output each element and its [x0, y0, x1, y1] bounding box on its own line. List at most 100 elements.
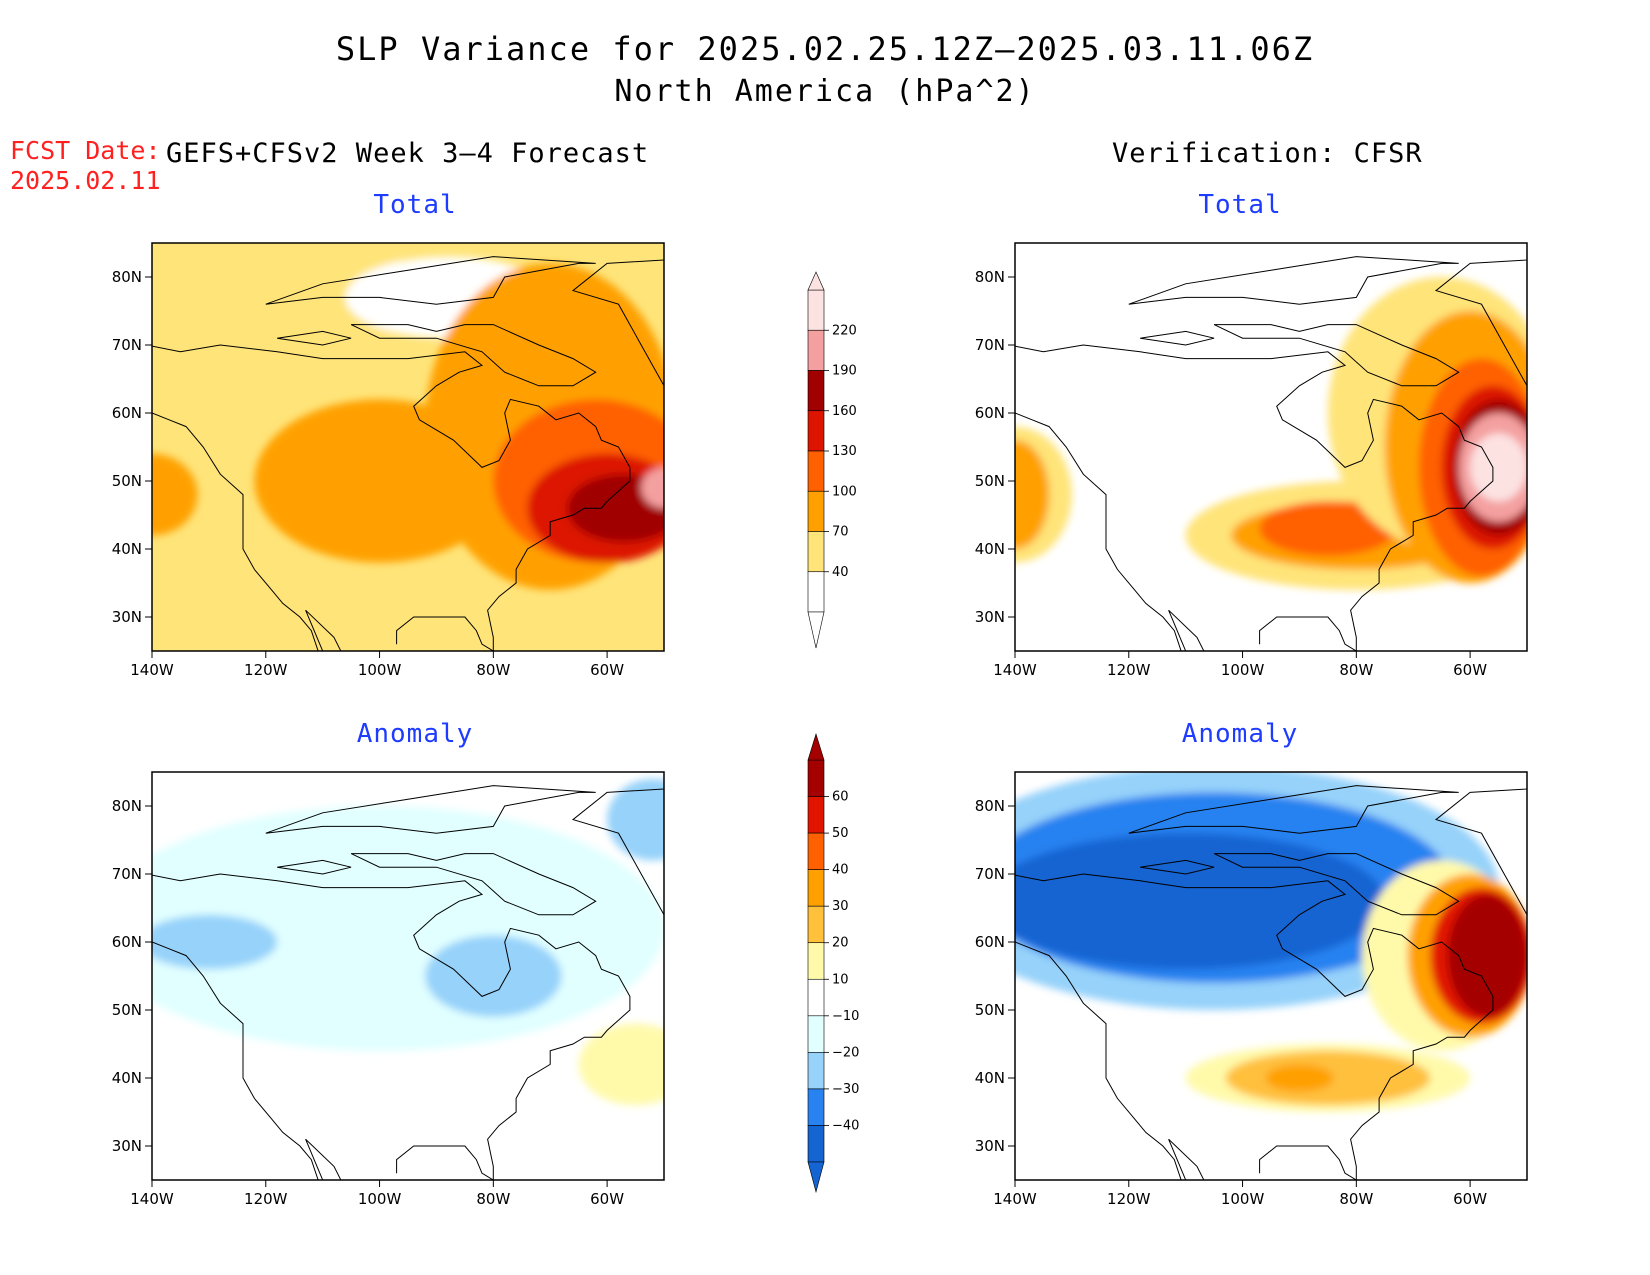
verification-anomaly-xtick-label-1: 120W — [1107, 1190, 1151, 1208]
colorbar-anomaly-swatch-5 — [807, 942, 825, 980]
forecast-anomaly-island-0 — [350, 853, 597, 916]
colorbar-anomaly-label-2: 40 — [832, 863, 849, 878]
colorbar-total-swatch-4 — [807, 450, 825, 492]
verification-total-contour-1 — [1015, 440, 1050, 549]
verification-total-ytick-label-3: 50N — [975, 472, 1005, 490]
forecast-anomaly-ytick-label-5: 30N — [112, 1137, 142, 1155]
verification-anomaly-ytick-label-1: 70N — [975, 865, 1005, 883]
colorbar-anomaly-swatch-10 — [807, 1125, 825, 1163]
forecast-total-frame — [151, 242, 665, 652]
forecast-total-contour-3 — [152, 453, 198, 536]
verification-total-xtick-label-1: 120W — [1107, 661, 1151, 679]
chart-title: SLP Variance for 2025.02.25.12Z–2025.03.… — [335, 30, 1315, 68]
forecast-anomaly-ytick-label-1: 70N — [112, 865, 142, 883]
verification-total-ytick-label-1: 70N — [975, 336, 1005, 354]
forecast-total-xtick-label-4: 60W — [590, 661, 624, 679]
colorbar-total-swatch-1 — [807, 329, 825, 371]
colorbar-anomaly-swatch-3 — [807, 869, 825, 907]
colorbar-anomaly-swatch-6 — [807, 978, 825, 1017]
forecast-header: GEFS+CFSv2 Week 3–4 Forecast — [166, 138, 650, 169]
verification-anomaly-title: Anomaly — [1181, 719, 1299, 749]
colorbar-anomaly-swatch-4 — [807, 905, 825, 944]
forecast-total-xtick-label-0: 140W — [130, 661, 174, 679]
colorbar-total-label-3: 130 — [832, 444, 857, 459]
colorbar-anomaly-arrow-top — [807, 732, 825, 761]
verification-anomaly-coastline-west — [1015, 941, 1205, 1180]
colorbar-total-swatch-5 — [807, 490, 825, 532]
colorbar-anomaly-swatch-0 — [807, 759, 825, 797]
verification-total-field — [1015, 243, 1527, 651]
colorbar-anomaly: 60 50 40 30 20 10 −10 −20 −30 −40 — [807, 732, 859, 1194]
forecast-anomaly-island-2 — [277, 859, 352, 875]
forecast-anomaly-ytick-label-2: 60N — [112, 933, 142, 951]
forecast-anomaly-title: Anomaly — [356, 719, 474, 749]
forecast-anomaly-xtick-label-4: 60W — [590, 1190, 624, 1208]
colorbar-anomaly-label-6: −10 — [832, 1009, 859, 1024]
colorbar-anomaly-label-8: −30 — [832, 1082, 859, 1097]
verification-total-coastline-east — [1015, 344, 1494, 651]
colorbar-anomaly-label-7: −20 — [832, 1045, 859, 1060]
verification-anomaly-ytick-label-2: 60N — [975, 933, 1005, 951]
forecast-total-xtick-label-3: 80W — [476, 661, 510, 679]
colorbar-total-arrow-top — [807, 271, 825, 291]
forecast-total-xtick-label-2: 100W — [358, 661, 402, 679]
verification-total-xtick-label-0: 140W — [993, 661, 1037, 679]
colorbar-anomaly-swatch-9 — [807, 1088, 825, 1126]
colorbar-total-swatch-3 — [807, 410, 825, 452]
forecast-anomaly-ytick-label-0: 80N — [112, 797, 142, 815]
verification-total-xtick-label-2: 100W — [1221, 661, 1265, 679]
forecast-total-contour-7 — [567, 474, 664, 543]
verification-total-panel: 140W 120W 100W 80W 60W 80N 70N 60N 50N 40N 30N — [975, 242, 1528, 679]
forecast-total-field — [152, 243, 664, 651]
verification-anomaly-panel: 140W 120W 100W 80W 60W 80N 70N 60N 50N 40N 30N — [975, 771, 1528, 1208]
colorbar-anomaly-swatch-2 — [807, 832, 825, 870]
forecast-anomaly-contour-3 — [607, 778, 664, 861]
verification-total-frame — [1014, 242, 1528, 652]
colorbar-total-label-1: 190 — [832, 364, 857, 379]
forecast-total-contours — [152, 243, 664, 590]
colorbar-total-label-0: 220 — [832, 323, 857, 338]
verification-total-contour-11 — [1470, 433, 1527, 502]
colorbar-anomaly-label-9: −40 — [832, 1118, 859, 1133]
colorbar-total-label-4: 100 — [832, 484, 857, 499]
verification-anomaly-frame — [1014, 771, 1528, 1181]
colorbar-total-swatch-2 — [807, 370, 825, 412]
verification-anomaly-island-1 — [1128, 785, 1459, 834]
verification-total-contour-4 — [1259, 501, 1397, 556]
verification-anomaly-island-0 — [1213, 853, 1460, 916]
colorbar-anomaly-label-4: 20 — [832, 936, 849, 951]
forecast-anomaly-contour-1 — [152, 914, 278, 970]
verification-total-ytick-label-5: 30N — [975, 608, 1005, 626]
forecast-total-title: Total — [373, 190, 457, 220]
forecast-anomaly-panel: 140W 120W 100W 80W 60W 80N 70N 60N 50N 40N 30N — [112, 771, 665, 1208]
verification-anomaly-contour-5 — [1265, 1064, 1334, 1092]
forecast-total-ytick-label-5: 30N — [112, 608, 142, 626]
forecast-total-contour-0 — [152, 243, 408, 423]
forecast-anomaly-coastline-west — [152, 941, 342, 1180]
forecast-total-panel: 140W 120W 100W 80W 60W 80N 70N 60N 50N 40N 30N — [112, 242, 665, 679]
colorbar-total-label-6: 40 — [832, 565, 849, 580]
verification-anomaly-xtick-label-2: 100W — [1221, 1190, 1265, 1208]
forecast-anomaly-contour-2 — [425, 935, 562, 1017]
verification-total-ytick-label-2: 60N — [975, 404, 1005, 422]
fcst-date-label: FCST Date: — [10, 136, 161, 165]
verification-total-title: Total — [1198, 190, 1282, 220]
forecast-anomaly-xtick-label-3: 80W — [476, 1190, 510, 1208]
verification-total-coastline-west — [1015, 412, 1205, 651]
verification-total-island-1 — [1128, 256, 1459, 305]
colorbar-total: 220 190 160 130 100 70 40 — [807, 271, 857, 649]
verification-total-island-0 — [1213, 324, 1460, 387]
verification-total-xtick-label-3: 80W — [1339, 661, 1373, 679]
verification-anomaly-xtick-label-0: 140W — [993, 1190, 1037, 1208]
colorbar-total-label-5: 70 — [832, 525, 849, 540]
forecast-anomaly-contour-4 — [578, 1023, 664, 1106]
forecast-total-ytick-label-3: 50N — [112, 472, 142, 490]
colorbar-total-swatch-7 — [807, 571, 825, 613]
verification-header: Verification: CFSR — [1112, 138, 1423, 169]
verification-anomaly-field — [1015, 772, 1527, 1180]
colorbar-total-label-2: 160 — [832, 404, 857, 419]
forecast-anomaly-island-1 — [265, 785, 596, 834]
forecast-total-ytick-label-1: 70N — [112, 336, 142, 354]
forecast-anomaly-island-3 — [571, 788, 664, 916]
